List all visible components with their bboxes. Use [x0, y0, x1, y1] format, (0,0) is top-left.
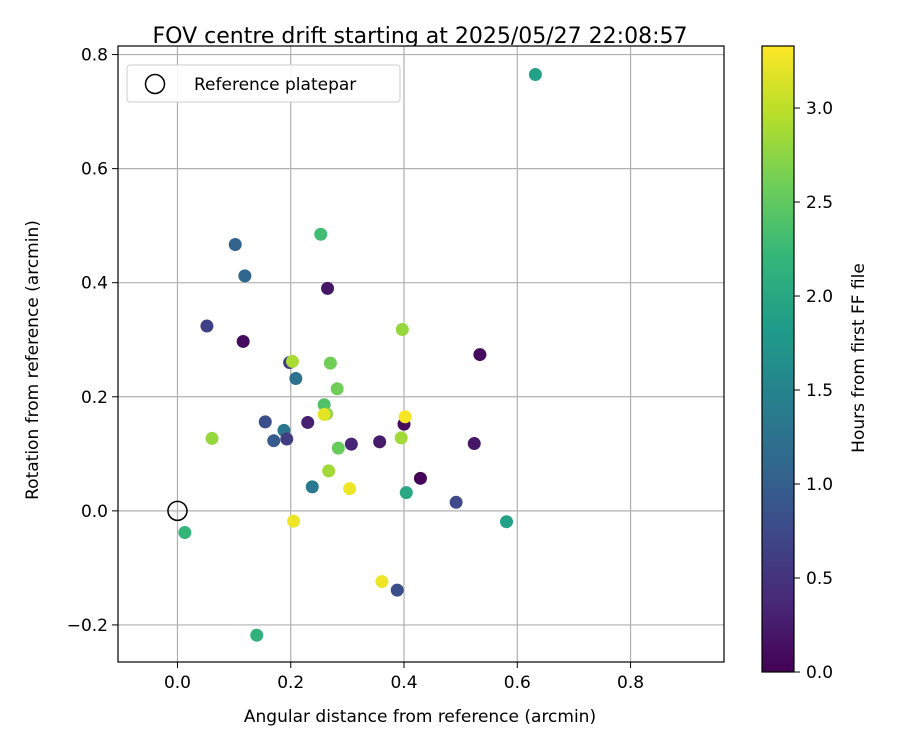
data-point: [289, 372, 303, 386]
colorbar-tick-label: 3.0: [806, 99, 833, 119]
data-point: [394, 431, 408, 445]
x-tick-label: 0.6: [504, 673, 531, 693]
data-point: [238, 269, 252, 283]
colorbar-tick-label: 0.5: [806, 569, 833, 589]
data-point: [267, 434, 281, 448]
legend-reference-marker: [144, 73, 166, 95]
y-tick-label: 0.6: [81, 160, 108, 180]
y-axis-label: Rotation from reference (arcmin): [23, 220, 43, 500]
x-tick-label: 0.2: [277, 673, 304, 693]
data-point: [178, 526, 192, 540]
data-point: [287, 514, 301, 528]
data-point: [500, 515, 514, 529]
plot-background: [118, 46, 724, 662]
colorbar-tick-label: 2.0: [806, 287, 833, 307]
colorbar-tick-label: 2.5: [806, 193, 833, 213]
chart-title: FOV centre drift starting at 2025/05/27 …: [153, 24, 688, 49]
data-point: [528, 68, 542, 82]
data-point: [205, 431, 219, 445]
data-point: [258, 415, 272, 429]
y-tick-label: 0.8: [81, 46, 108, 66]
data-point: [449, 495, 463, 509]
y-tick-label: 0.2: [81, 388, 108, 408]
legend-label-reference: Reference platepar: [194, 75, 356, 95]
colorbar-gradient: [761, 45, 795, 673]
colorbar-tick-label: 0.0: [806, 663, 833, 683]
colorbar: 0.0 0.5 1.0 1.5 2.0 2.5 3.0: [761, 45, 833, 683]
data-point: [375, 575, 389, 589]
data-point: [317, 407, 331, 421]
x-axis-label: Angular distance from reference (arcmin): [244, 707, 596, 727]
data-point: [321, 281, 335, 295]
data-point: [322, 464, 336, 478]
y-tick-label: −0.2: [67, 616, 108, 636]
y-tick-label: 0.0: [81, 502, 108, 522]
data-point: [398, 410, 412, 424]
plot-frame: [117, 45, 725, 663]
x-tick-label: 0.8: [617, 673, 644, 693]
data-point: [228, 237, 242, 251]
colorbar-label: Hours from first FF file: [849, 263, 869, 453]
data-point: [399, 486, 413, 500]
data-point: [344, 437, 358, 451]
data-point: [473, 348, 487, 362]
colorbar-tick-label: 1.5: [806, 381, 833, 401]
data-point: [331, 441, 345, 455]
data-point: [373, 435, 387, 449]
legend-box: [126, 64, 401, 103]
x-tick-label: 0.0: [164, 673, 191, 693]
plot-area: 0.0 0.2 0.4 0.6 0.8 −0.2 0.0 0.2 0.4 0.6 0.8: [67, 45, 725, 693]
data-point: [314, 227, 328, 241]
data-point: [301, 415, 315, 429]
reference-platepar-marker: [167, 500, 188, 522]
data-point: [395, 322, 409, 336]
colorbar-tick-label: 1.0: [806, 475, 833, 495]
data-point: [467, 437, 481, 451]
data-point: [236, 334, 250, 348]
data-point: [343, 482, 357, 496]
data-point: [390, 583, 404, 597]
data-point: [285, 354, 299, 368]
data-point: [413, 471, 427, 485]
x-tick-label: 0.4: [390, 673, 417, 693]
legend: Reference platepar: [126, 64, 401, 103]
data-point: [330, 382, 344, 396]
data-point: [305, 480, 319, 494]
data-point: [280, 432, 294, 446]
data-point: [200, 319, 214, 333]
y-tick-label: 0.4: [81, 274, 108, 294]
data-point: [250, 628, 264, 642]
data-point: [323, 356, 337, 370]
